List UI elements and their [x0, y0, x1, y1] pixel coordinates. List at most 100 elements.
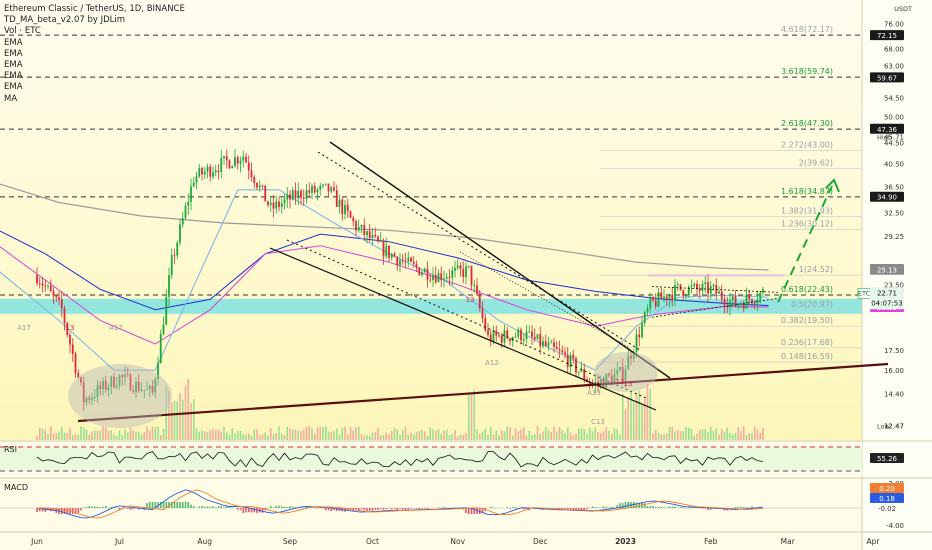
indicator-label-ema[interactable]: EMA — [4, 82, 23, 93]
candle-body — [619, 367, 621, 371]
volume-bar — [432, 429, 434, 440]
macd-hist-bar — [225, 506, 228, 508]
volume-bar — [429, 427, 432, 440]
volume-bar — [597, 431, 599, 440]
macd-hist-bar — [421, 508, 423, 509]
macd-hist-bar — [363, 508, 366, 510]
candle-body — [704, 282, 707, 285]
macd-hist-bar — [82, 507, 85, 508]
y-tick-label: 40.50 — [884, 161, 904, 169]
volume-bar — [533, 434, 536, 440]
candle-body — [168, 275, 170, 297]
x-tick-label: Dec — [533, 537, 548, 546]
indicator-label-td-ma[interactable]: TD_MA_beta_v2.07 by JDLim — [4, 15, 126, 26]
volume-bar — [203, 431, 206, 440]
macd-hist-bar — [278, 505, 280, 508]
macd-hist-bar — [137, 508, 140, 510]
indicator-label-ema[interactable]: EMA — [4, 48, 23, 59]
macd-hist-bar — [261, 508, 264, 513]
candle-body — [341, 199, 344, 215]
candle-body — [481, 308, 484, 319]
volume-bar — [621, 393, 624, 440]
fib-level-label: 0.382(19.50) — [781, 316, 833, 325]
volume-bar — [363, 435, 366, 440]
fib-level-label: 1.618(34.87) — [781, 187, 833, 196]
macd-hist-bar — [377, 508, 379, 511]
macd-hist-bar — [305, 506, 308, 508]
volume-bar — [85, 429, 88, 440]
volume-bar — [643, 398, 646, 440]
macd-hist-bar — [63, 508, 66, 514]
macd-hist-bar — [102, 506, 104, 508]
volume-bar — [421, 429, 423, 440]
candle-body — [302, 197, 305, 199]
volume-bar — [498, 435, 500, 440]
fib-level-label: 1.382(31.93) — [781, 206, 833, 215]
candle-body — [85, 397, 88, 403]
signal-annotation: 13 — [624, 380, 633, 388]
candle-body — [135, 381, 137, 392]
indicator-label-ma[interactable]: MA — [4, 93, 18, 104]
currency-label: USDT — [894, 5, 912, 13]
candle-body — [635, 334, 638, 353]
indicator-label-volume[interactable]: Vol · ETC — [4, 26, 41, 37]
macd-hist-bar — [489, 506, 492, 508]
candle-body — [239, 160, 242, 164]
macd-hist-bar — [311, 506, 313, 508]
macd-hist-bar — [324, 508, 327, 511]
macd-hist-bar — [577, 508, 580, 510]
indicator-label-ema[interactable]: EMA — [4, 71, 23, 82]
candle-body — [663, 296, 665, 299]
macd-hist-bar — [355, 508, 357, 510]
macd-hist-bar — [220, 506, 223, 508]
indicator-label-ema[interactable]: EMA — [4, 60, 23, 71]
volume-bar — [38, 427, 41, 440]
indicator-label-ema[interactable]: EMA — [4, 37, 23, 48]
volume-bar — [371, 432, 374, 440]
candle-body — [115, 385, 118, 388]
volume-bar — [190, 403, 192, 440]
fib-level-label: 3.618(59.74) — [781, 67, 833, 76]
volume-bar — [80, 426, 82, 440]
volume-bar — [228, 434, 231, 440]
volume-bar — [737, 427, 740, 440]
volume-bar — [437, 428, 440, 440]
volume-bar — [93, 430, 96, 440]
macd-hist-bar — [228, 507, 231, 508]
candle-body — [60, 299, 63, 309]
candle-body — [500, 335, 503, 343]
volume-bar — [135, 431, 137, 440]
macd-hist-bar — [679, 507, 682, 508]
candle-body — [272, 202, 275, 209]
candle-body — [679, 284, 682, 290]
candle-body — [608, 374, 610, 376]
chart-legend: Ethereum Classic / TetherUS, 1D, BINANCE… — [4, 4, 185, 105]
volume-bar — [602, 431, 605, 440]
volume-bar — [55, 433, 58, 440]
macd-hist-bar — [93, 506, 96, 508]
candle-body — [654, 300, 657, 307]
volume-bar — [179, 393, 181, 440]
macd-hist-bar — [280, 506, 283, 508]
volume-bar — [506, 426, 509, 440]
chart-title: Ethereum Classic / TetherUS, 1D, BINANCE — [4, 4, 185, 14]
candle-body — [660, 292, 663, 299]
volume-bar — [368, 435, 371, 440]
volume-bar — [220, 431, 223, 440]
volume-bar — [734, 432, 737, 440]
macd-hist-bar — [71, 508, 74, 514]
candle-body — [77, 373, 80, 378]
candle-body — [256, 182, 258, 188]
volume-bar — [599, 432, 602, 440]
candle-body — [729, 300, 731, 308]
volume-bar — [685, 426, 687, 440]
volume-bar — [652, 433, 654, 440]
x-tick-label: Apr — [867, 537, 881, 546]
volume-bar — [654, 429, 657, 440]
volume-bar — [748, 433, 751, 440]
volume-bar — [553, 426, 555, 440]
macd-hist-bar — [201, 505, 203, 508]
volume-bar — [495, 430, 498, 440]
volume-bar — [407, 434, 410, 440]
